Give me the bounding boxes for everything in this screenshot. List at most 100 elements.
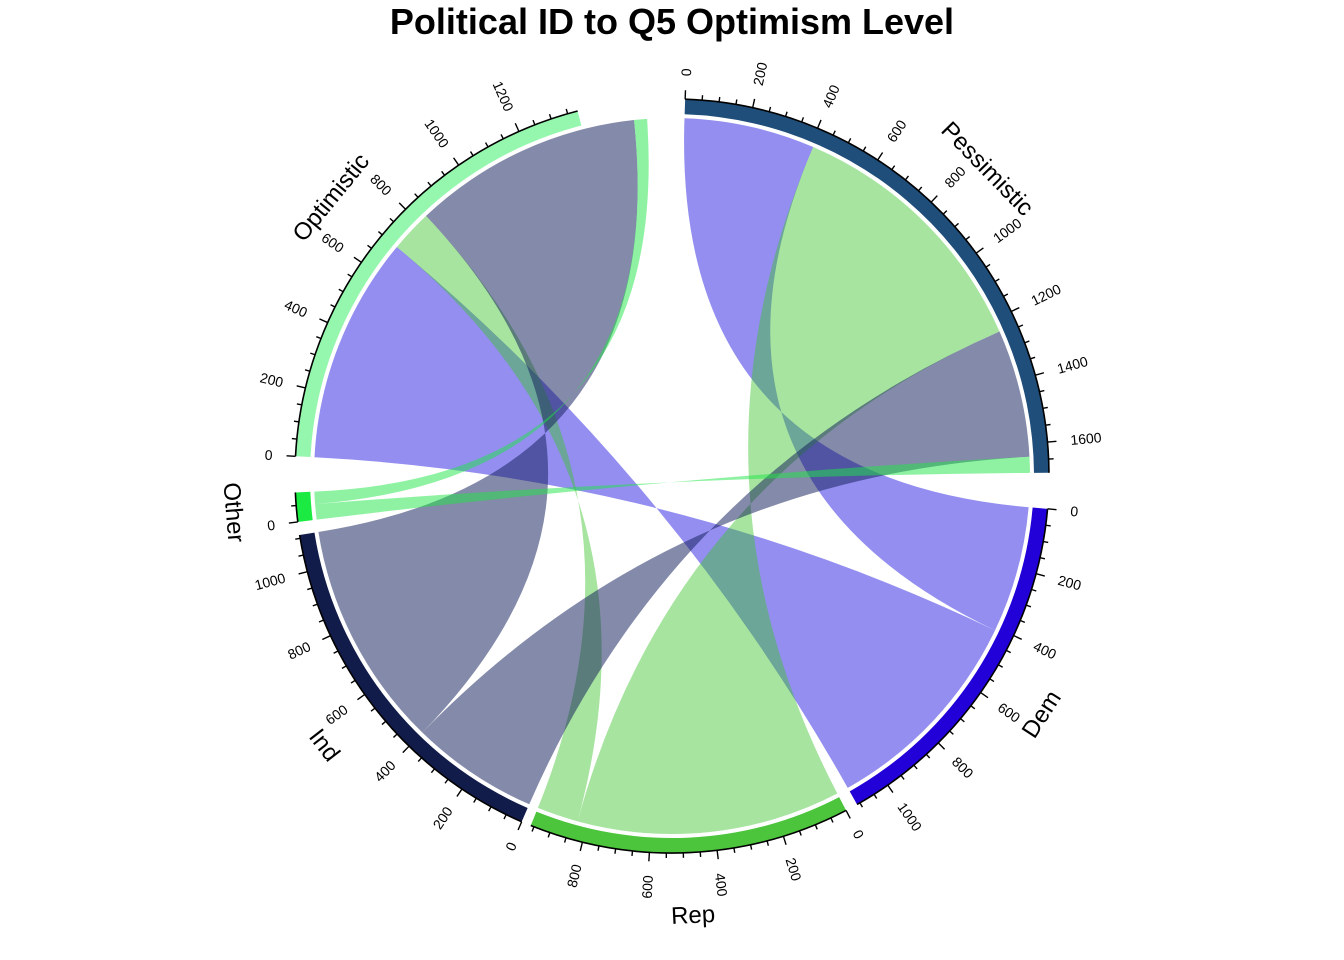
minor-tick	[1043, 540, 1049, 544]
minor-tick	[312, 603, 318, 607]
minor-tick	[965, 236, 971, 241]
tick-label: 200	[258, 369, 285, 390]
minor-tick	[347, 273, 353, 278]
major-tick	[887, 784, 894, 793]
minor-tick	[547, 832, 551, 838]
minor-tick	[597, 845, 600, 851]
minor-tick	[298, 554, 304, 557]
minor-tick	[414, 193, 419, 198]
major-tick	[514, 122, 520, 132]
minor-tick	[427, 181, 432, 187]
minor-tick	[1005, 649, 1012, 654]
minor-tick	[1031, 588, 1037, 592]
tick-label: 400	[282, 296, 310, 320]
minor-tick	[814, 824, 818, 830]
minor-tick	[341, 665, 347, 669]
major-tick	[1013, 634, 1023, 640]
minor-tick	[296, 403, 302, 406]
minor-tick	[733, 847, 736, 853]
minor-tick	[949, 730, 954, 735]
minor-tick	[891, 165, 896, 171]
major-tick	[1047, 508, 1057, 511]
minor-tick	[1018, 324, 1024, 328]
minor-tick	[830, 817, 834, 823]
minor-tick	[859, 802, 864, 808]
major-tick	[1047, 440, 1057, 443]
minor-tick	[417, 757, 423, 762]
tick-label: 0	[850, 827, 868, 841]
ticks-layer	[286, 90, 1057, 862]
major-tick	[353, 256, 362, 263]
minor-tick	[768, 106, 772, 112]
minor-tick	[1045, 423, 1051, 426]
minor-tick	[1042, 406, 1048, 410]
minor-tick	[531, 826, 535, 832]
sector-other	[295, 491, 313, 522]
major-tick	[456, 788, 463, 797]
major-tick	[845, 810, 851, 819]
tick-label: 0	[264, 447, 273, 463]
minor-tick	[333, 650, 339, 654]
link-other-to-pessimistic	[315, 456, 1030, 520]
minor-tick	[430, 768, 436, 774]
minor-tick	[316, 336, 322, 340]
minor-tick	[293, 420, 300, 423]
minor-tick	[989, 678, 995, 683]
sector-axis-rep	[530, 809, 847, 854]
minor-tick	[798, 830, 802, 836]
sector-axis-ind	[298, 534, 522, 823]
chart-title: Political ID to Q5 Optimism Level	[389, 1, 955, 42]
link-rep-to-optimistic	[396, 215, 602, 822]
minor-tick	[532, 119, 536, 126]
sector-axis-dem	[856, 508, 1049, 806]
minor-tick	[500, 134, 504, 140]
minor-tick	[318, 619, 324, 623]
minor-tick	[970, 705, 976, 710]
minor-tick	[1039, 556, 1046, 560]
minor-tick	[548, 113, 552, 120]
minor-tick	[381, 720, 387, 726]
sector-axis-pessimistic	[685, 98, 1050, 473]
minor-tick	[1030, 356, 1036, 360]
minor-tick	[913, 764, 918, 770]
sector-axis-optimistic	[294, 110, 578, 457]
sector-label-rep: Rep	[670, 901, 715, 930]
major-tick	[816, 119, 822, 129]
major-tick	[930, 195, 938, 203]
links-layer	[314, 118, 1030, 835]
minor-tick	[1025, 604, 1032, 608]
tick-label: 600	[639, 875, 656, 899]
minor-tick	[330, 304, 336, 308]
minor-tick	[766, 840, 770, 846]
tick-label: 800	[285, 638, 313, 662]
minor-tick	[954, 222, 959, 228]
minor-tick	[469, 151, 474, 157]
minor-tick	[925, 753, 931, 759]
minor-tick	[563, 837, 567, 843]
minor-tick	[444, 778, 449, 784]
major-tick	[579, 842, 584, 852]
minor-tick	[862, 146, 867, 152]
minor-tick	[904, 175, 910, 181]
tick-label: 0	[1070, 503, 1079, 520]
minor-tick	[801, 117, 805, 123]
link-dem-to-pessimistic	[684, 118, 1029, 631]
minor-tick	[994, 278, 1000, 283]
tick-label: 0	[678, 68, 694, 77]
major-tick	[1035, 372, 1045, 376]
major-tick	[877, 152, 884, 161]
tick-label: 200	[750, 61, 771, 87]
tick-label: 0	[266, 517, 276, 534]
minor-tick	[1045, 524, 1051, 527]
tick-label: 1200	[1028, 281, 1063, 309]
minor-tick	[1039, 389, 1045, 393]
sector-rep	[530, 797, 847, 854]
sector-label-other: Other	[218, 481, 250, 543]
tick-label: 800	[367, 171, 395, 199]
minor-tick	[393, 733, 398, 738]
link-dem-to-optimistic	[314, 246, 996, 788]
minor-tick	[503, 814, 507, 820]
major-tick	[716, 850, 719, 860]
minor-tick	[718, 96, 721, 103]
